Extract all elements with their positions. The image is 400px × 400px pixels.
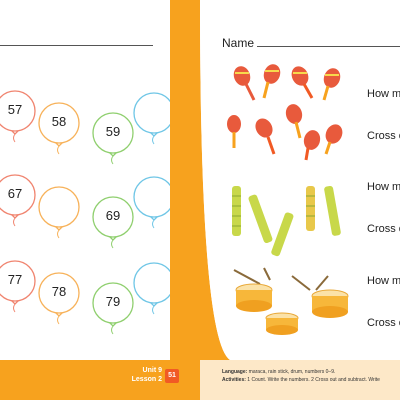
activities-text: 1 Count. Write the numbers. 2 Cross out … — [247, 377, 380, 383]
language-label: Language: — [222, 369, 248, 375]
balloon-icon — [133, 176, 175, 229]
question-how-many-rain-sticks: How m — [367, 181, 400, 193]
balloon: 77 — [0, 260, 36, 313]
balloon: 67 — [0, 174, 36, 227]
balloon — [133, 262, 175, 315]
balloon: 69 — [92, 196, 134, 249]
activities-label: Activities: — [222, 377, 246, 383]
balloon-icon — [38, 272, 80, 325]
unit-lesson-label: Unit 9 Lesson 2 — [130, 366, 162, 384]
balloon-icon — [0, 174, 36, 227]
balloon: 58 — [38, 102, 80, 155]
drums-illustration — [233, 267, 349, 335]
balloon: 78 — [38, 272, 80, 325]
balloon-number: 67 — [7, 186, 23, 201]
unit-label: Unit 9 — [142, 367, 162, 374]
page-corner-decoration — [170, 0, 230, 360]
balloon-number: 77 — [7, 272, 23, 287]
balloon: 59 — [92, 112, 134, 165]
balloon-icon — [38, 102, 80, 155]
left-page — [0, 0, 200, 360]
page-number-badge: 51 — [165, 369, 179, 383]
name-writing-line[interactable] — [257, 46, 400, 47]
language-text: maraca, rain stick, drum, numbers 0–9. — [248, 369, 336, 375]
question-how-many-maracas: How m — [367, 88, 400, 100]
balloon-icon — [92, 112, 134, 165]
balloon-icon — [0, 90, 36, 143]
balloon-icon — [133, 262, 175, 315]
balloon-number: 58 — [51, 114, 67, 129]
name-label: Name — [222, 36, 255, 50]
question-cross-out-maracas: Cross o — [367, 130, 400, 142]
balloon-number: 78 — [51, 284, 67, 299]
balloon — [133, 176, 175, 229]
balloon-number: 69 — [105, 208, 121, 223]
rain-sticks-illustration — [232, 185, 341, 257]
maracas-illustration — [227, 64, 343, 161]
balloon-icon — [0, 260, 36, 313]
balloon-icon — [92, 282, 134, 335]
left-writing-line — [0, 45, 153, 46]
balloon-icon — [38, 186, 80, 239]
balloon — [133, 92, 175, 145]
balloon-number: 79 — [105, 294, 121, 309]
balloon — [38, 186, 80, 239]
balloon-number: 57 — [7, 102, 23, 117]
balloon-number: 59 — [105, 124, 121, 139]
language-info: Language: maraca, rain stick, drum, numb… — [222, 369, 335, 375]
balloon: 79 — [92, 282, 134, 335]
balloon-icon — [133, 92, 175, 145]
balloon: 57 — [0, 90, 36, 143]
question-cross-out-rain-sticks: Cross o — [367, 223, 400, 235]
question-how-many-drums: How m — [367, 275, 400, 287]
lesson-label: Lesson 2 — [131, 376, 162, 383]
activities-info: Activities: 1 Count. Write the numbers. … — [222, 377, 380, 383]
question-cross-out-drums: Cross o — [367, 317, 400, 329]
balloon-icon — [92, 196, 134, 249]
